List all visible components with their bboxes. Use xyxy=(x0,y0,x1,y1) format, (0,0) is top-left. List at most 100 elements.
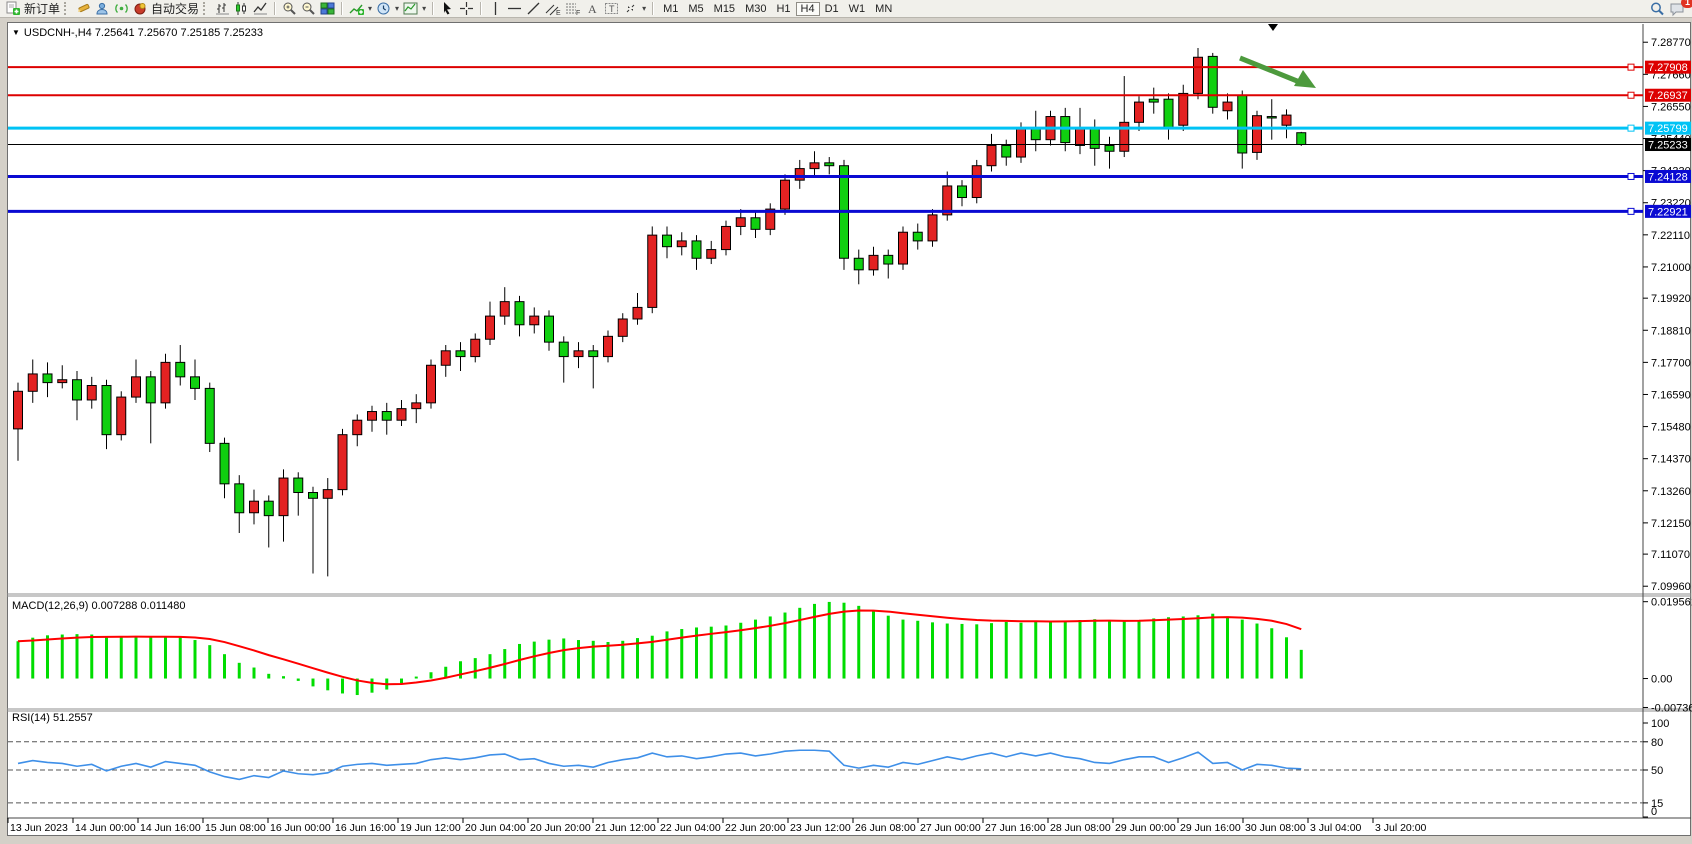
horizontal-lines[interactable] xyxy=(8,63,1643,215)
text-button[interactable]: A xyxy=(583,1,602,17)
svg-text:29 Jun 00:00: 29 Jun 00:00 xyxy=(1115,822,1176,834)
new-order-button[interactable]: 新订单 xyxy=(4,1,62,17)
candle-chart-icon xyxy=(236,2,247,15)
bar-chart-icon xyxy=(216,3,230,15)
trendline-button[interactable] xyxy=(524,1,543,17)
auto-trading-label: 自动交易 xyxy=(151,2,200,16)
svg-text:7.26550: 7.26550 xyxy=(1651,101,1691,113)
cursor-icon xyxy=(444,2,452,15)
svg-text:3 Jul 20:00: 3 Jul 20:00 xyxy=(1375,822,1427,834)
toolbar-separator xyxy=(652,2,655,15)
rsi-pane[interactable]: 100 80 50 150 xyxy=(8,718,1669,818)
svg-text:7.27908: 7.27908 xyxy=(1648,62,1688,74)
chevron-down-icon: ▾ xyxy=(642,4,647,13)
timeframe-button-m15[interactable]: M15 xyxy=(713,2,736,15)
chat-button[interactable]: 1 xyxy=(1667,0,1692,17)
main-pane[interactable] xyxy=(13,48,1307,577)
toolbar: 新订单 自动交易 ▾ ▾ ▾ E F A T ▾ M1 M5 M15 M30 H1 H4 D… xyxy=(0,0,1692,18)
zoom-out-icon xyxy=(302,2,315,15)
svg-text:26 Jun 08:00: 26 Jun 08:00 xyxy=(855,822,916,834)
crayon-icon xyxy=(78,3,90,13)
zoom-in-button[interactable] xyxy=(280,1,299,17)
svg-text:7.18810: 7.18810 xyxy=(1651,325,1691,337)
svg-text:20 Jun 20:00: 20 Jun 20:00 xyxy=(530,822,591,834)
svg-text:50: 50 xyxy=(1651,765,1663,777)
svg-text:7.09960: 7.09960 xyxy=(1651,581,1691,593)
horizontal-line-button[interactable] xyxy=(505,1,524,17)
search-button[interactable] xyxy=(1647,1,1667,17)
equidistant-channel-button[interactable]: E xyxy=(543,1,563,17)
svg-text:15: 15 xyxy=(1651,798,1663,810)
horizontal-line-icon xyxy=(508,7,522,10)
timeframe-button-h1[interactable]: H1 xyxy=(776,2,791,15)
signal-button[interactable] xyxy=(112,1,131,17)
time-axis[interactable]: 13 Jun 2023 14 Jun 00:00 14 Jun 16:00 15 Ju… xyxy=(7,818,1427,834)
period-clock-button[interactable]: ▾ xyxy=(374,1,401,17)
profile-button[interactable] xyxy=(93,1,112,17)
svg-text:23 Jun 12:00: 23 Jun 12:00 xyxy=(790,822,851,834)
crayon-button[interactable] xyxy=(74,1,93,17)
period-clock-icon xyxy=(377,2,390,15)
svg-text:7.24128: 7.24128 xyxy=(1648,171,1688,183)
svg-text:30 Jun 08:00: 30 Jun 08:00 xyxy=(1245,822,1306,834)
svg-text:7.22110: 7.22110 xyxy=(1651,230,1690,242)
crosshair-button[interactable] xyxy=(457,1,476,17)
fibonacci-icon: F xyxy=(566,3,580,16)
svg-text:7.11070: 7.11070 xyxy=(1651,549,1690,561)
svg-text:13 Jun 2023: 13 Jun 2023 xyxy=(10,822,68,834)
svg-text:22 Jun 20:00: 22 Jun 20:00 xyxy=(725,822,786,834)
indicators-button[interactable]: ▾ xyxy=(347,1,374,17)
svg-text:7.14370: 7.14370 xyxy=(1651,454,1691,466)
toolbar-separator xyxy=(274,2,277,15)
svg-text:7.25233: 7.25233 xyxy=(1648,140,1688,152)
new-order-icon xyxy=(6,1,20,15)
bar-chart-button[interactable] xyxy=(213,1,232,17)
text-icon: A xyxy=(588,2,597,16)
line-chart-button[interactable] xyxy=(251,1,270,17)
svg-text:A: A xyxy=(588,2,597,16)
equidistant-channel-icon: E xyxy=(545,4,561,16)
indicators-icon xyxy=(349,4,365,15)
svg-text:F: F xyxy=(576,10,580,16)
chevron-down-icon: ▾ xyxy=(395,4,400,13)
zoom-out-button[interactable] xyxy=(299,1,318,17)
auto-trading-button[interactable]: 自动交易 xyxy=(131,1,201,17)
svg-text:29 Jun 16:00: 29 Jun 16:00 xyxy=(1180,822,1241,834)
toolbar-grip xyxy=(64,2,70,15)
svg-text:27 Jun 00:00: 27 Jun 00:00 xyxy=(920,822,981,834)
toolbar-separator xyxy=(480,2,483,15)
svg-text:7.13260: 7.13260 xyxy=(1651,486,1691,498)
text-label-button[interactable]: T xyxy=(602,1,621,17)
svg-text:0: 0 xyxy=(1651,806,1657,818)
svg-text:20 Jun 04:00: 20 Jun 04:00 xyxy=(465,822,526,834)
timeframe-button-m30[interactable]: M30 xyxy=(745,2,767,15)
timeframe-button-m5[interactable]: M5 xyxy=(688,2,704,15)
tile-windows-icon xyxy=(320,2,335,15)
cursor-button[interactable] xyxy=(438,1,457,17)
svg-text:21 Jun 12:00: 21 Jun 12:00 xyxy=(595,822,656,834)
svg-text:7.21000: 7.21000 xyxy=(1651,262,1691,274)
svg-text:7.22921: 7.22921 xyxy=(1648,206,1688,218)
tile-windows-button[interactable] xyxy=(318,1,337,17)
svg-text:T: T xyxy=(609,4,615,14)
timeframe-button-d1[interactable]: D1 xyxy=(824,2,839,15)
timeframe-button-w1[interactable]: W1 xyxy=(848,2,866,15)
timeframe-button-m1[interactable]: M1 xyxy=(663,2,679,15)
timeframe-button-mn[interactable]: MN xyxy=(875,2,893,15)
svg-text:22 Jun 04:00: 22 Jun 04:00 xyxy=(660,822,721,834)
fibonacci-button[interactable]: F xyxy=(563,1,583,17)
vertical-line-button[interactable] xyxy=(486,1,505,17)
macd-pane[interactable]: 0.019561 0.00 -0.007367 xyxy=(16,597,1692,715)
trendline-icon xyxy=(527,2,540,15)
arrow-objects-button[interactable]: ▾ xyxy=(621,1,648,17)
trend-arrow[interactable] xyxy=(1239,55,1316,88)
timeframe-button-h4[interactable]: H4 xyxy=(795,1,820,16)
line-chart-icon xyxy=(253,2,268,15)
template-button[interactable]: ▾ xyxy=(401,1,428,17)
candle-chart-button[interactable] xyxy=(232,1,251,17)
signal-icon xyxy=(115,4,128,13)
svg-text:15 Jun 08:00: 15 Jun 08:00 xyxy=(205,822,266,834)
svg-text:0.019561: 0.019561 xyxy=(1651,597,1692,609)
